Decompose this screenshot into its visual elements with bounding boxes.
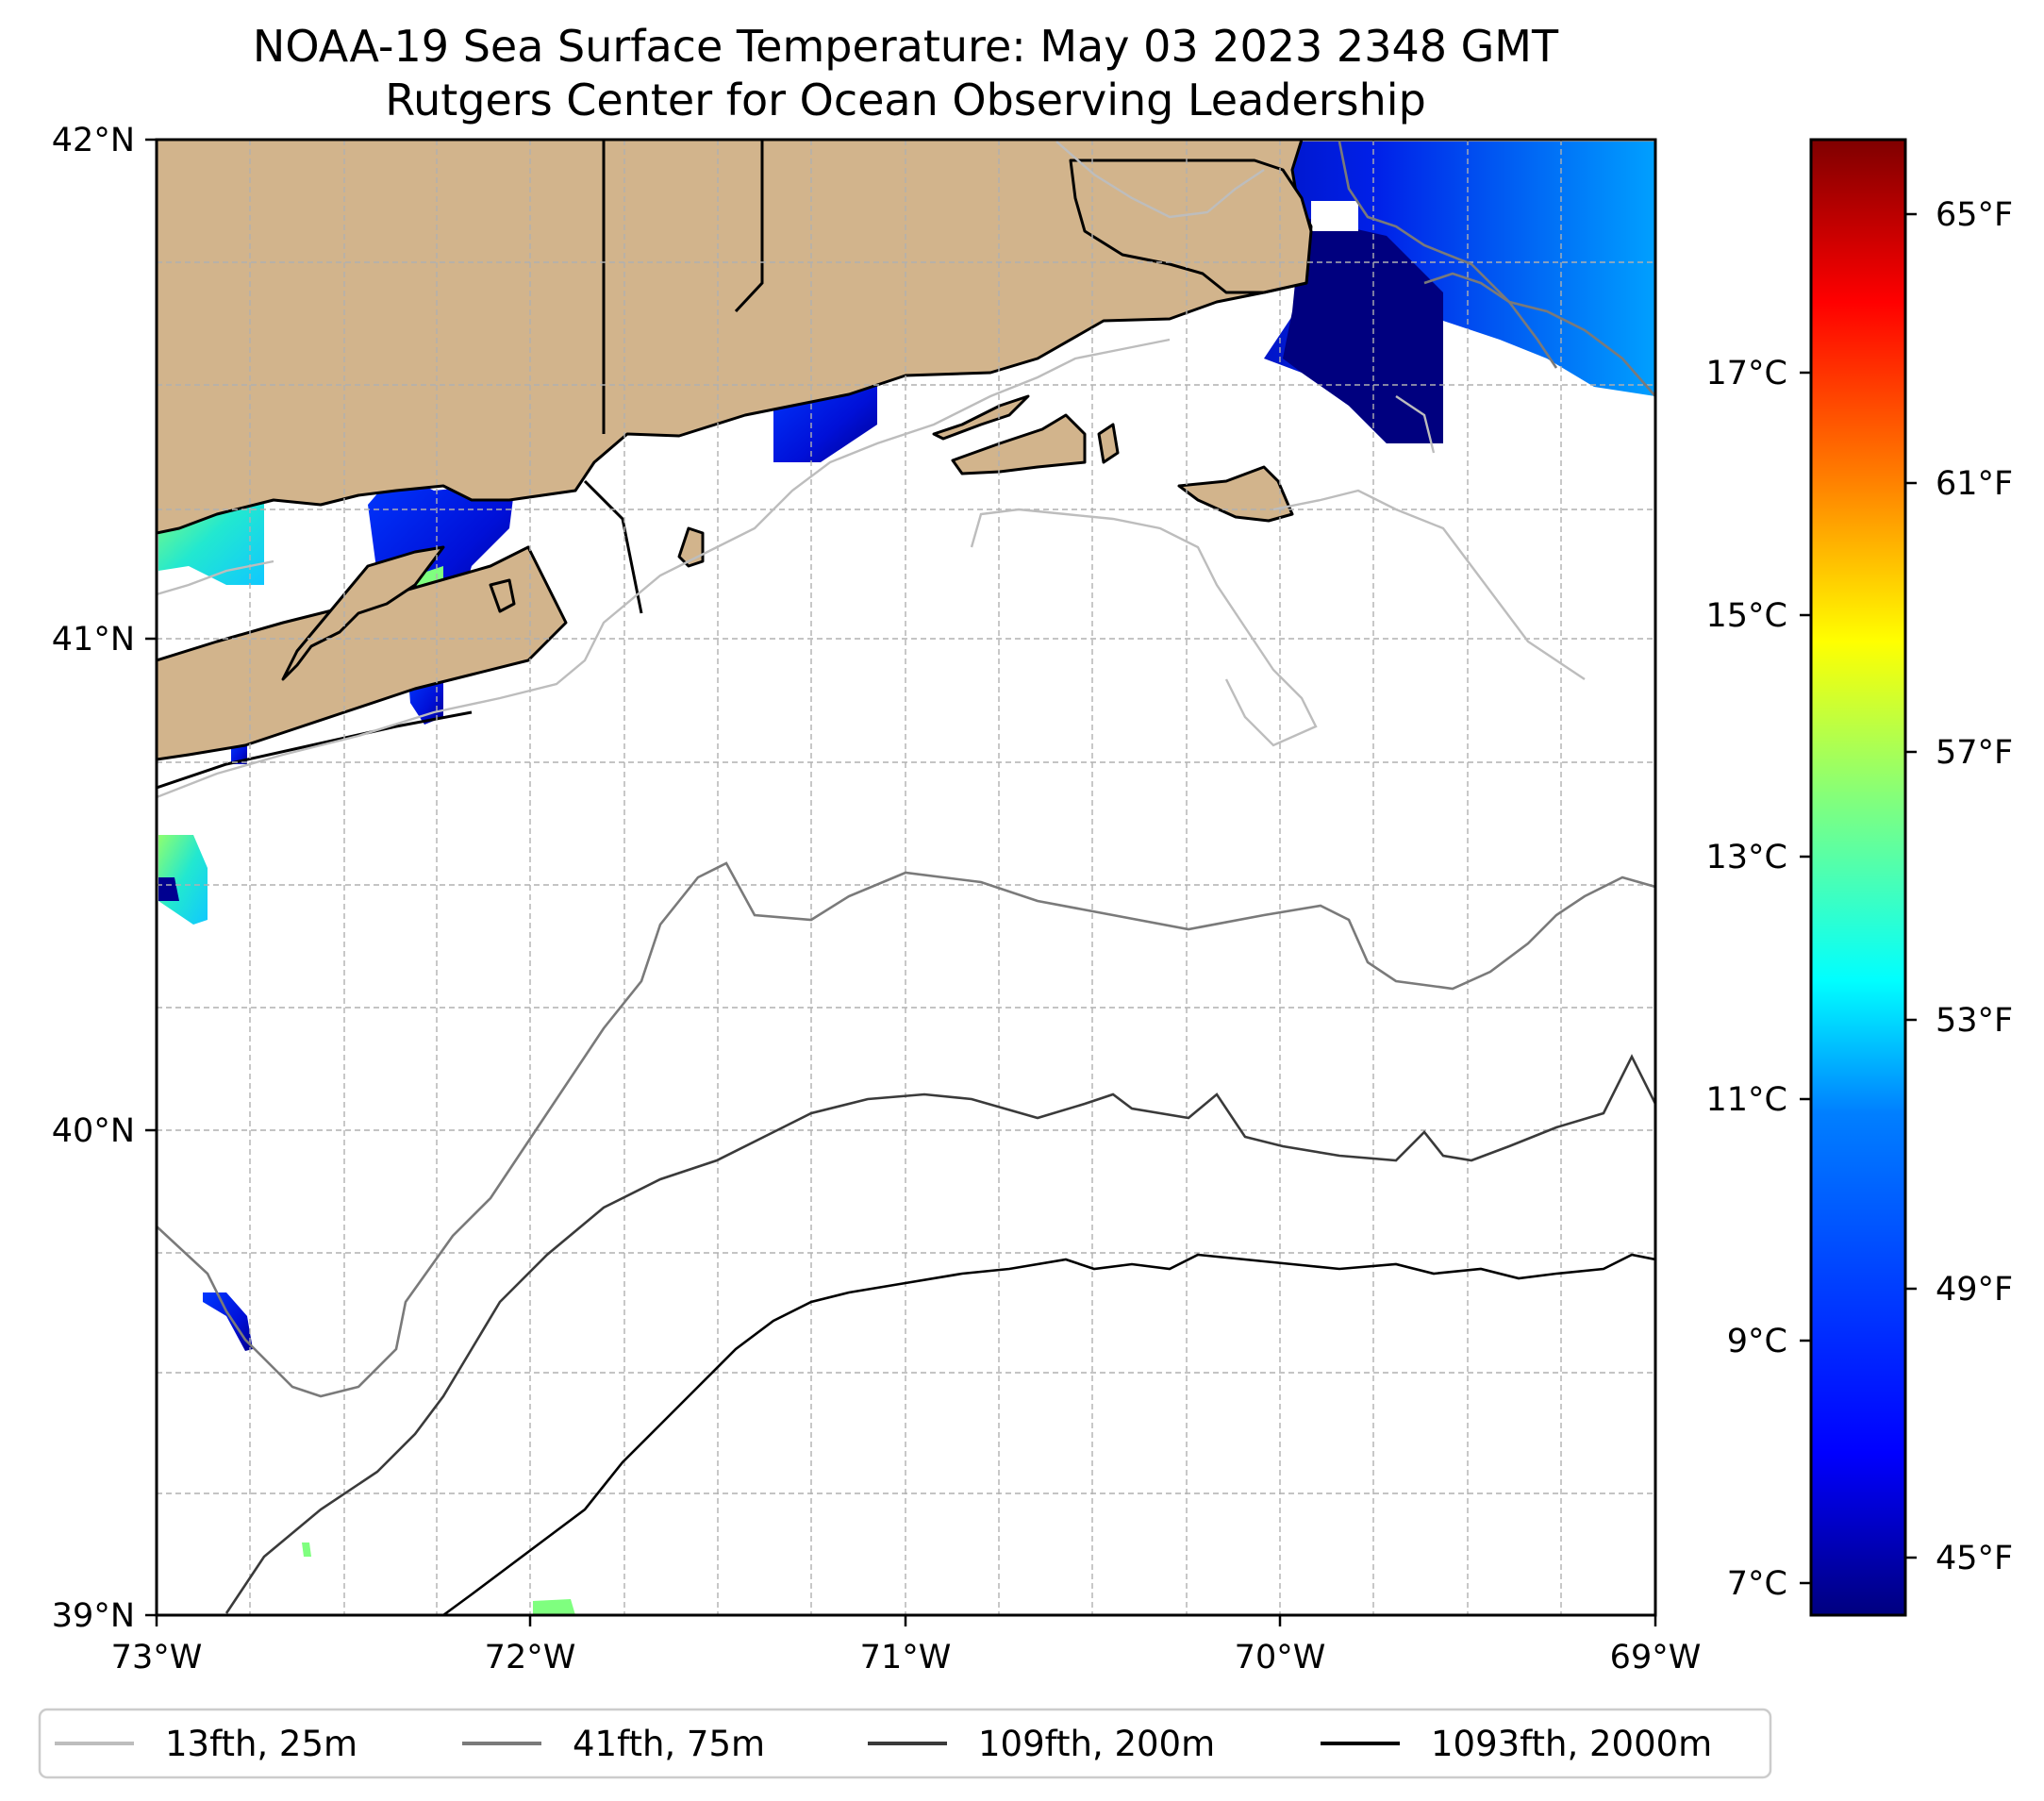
colorbar-fahrenheit-label: 65°F [1936,196,2013,234]
legend-label-75m: 41fth, 75m [573,1724,765,1764]
lat-label: 41°N [52,621,135,659]
colorbar-fahrenheit-label: 45°F [1936,1540,2013,1577]
colorbar-fahrenheit-label: 57°F [1936,734,2013,772]
lon-label: 70°W [1235,1639,1326,1676]
lon-label: 72°W [485,1639,576,1676]
colorbar-fahrenheit-label: 61°F [1936,465,2013,503]
isobath-200m [224,1054,1655,1614]
colorbar-fahrenheit-label: 49°F [1936,1271,2013,1309]
legend-label-25m: 13fth, 25m [165,1724,357,1764]
title-line-1: NOAA-19 Sea Surface Temperature: May 03 … [253,21,1559,72]
latitude-labels: 42°N 41°N 40°N 39°N [52,122,135,1635]
colorbar-celsius-label: 9°C [1727,1323,1787,1360]
isobath-legend: 13fth, 25m 41fth, 75m 109fth, 200m 1093f… [38,1708,1772,1779]
map-area [157,140,1655,1615]
title-line-2: Rutgers Center for Ocean Observing Leade… [385,75,1426,125]
gridlines [157,140,1655,1615]
colorbar-gradient [1809,138,1907,1617]
lat-label: 39°N [52,1597,135,1635]
lon-label: 71°W [860,1639,952,1676]
lat-label: 42°N [52,122,135,159]
lon-label: 73°W [111,1639,203,1676]
isobath-75m [157,141,1655,1398]
colorbar-celsius-label: 7°C [1727,1565,1787,1603]
colorbar-celsius-label: 17°C [1706,355,1787,392]
land-masses [157,140,1313,761]
colorbar-fahrenheit-label: 53°F [1936,1002,2013,1040]
colorbar-celsius-label: 13°C [1706,839,1787,876]
isobath-2000m [442,1253,1655,1615]
colorbar: 17°C 15°C 13°C 11°C 9°C 7°C 65°F 61°F 57… [1706,138,2013,1617]
lat-label: 40°N [52,1112,135,1150]
lon-label: 69°W [1610,1639,1702,1676]
colorbar-celsius-label: 11°C [1706,1081,1787,1119]
isobath-25m [157,141,1586,799]
colorbar-celsius-label: 15°C [1706,597,1787,635]
legend-label-200m: 109fth, 200m [978,1724,1215,1764]
longitude-labels: 73°W 72°W 71°W 70°W 69°W [111,1639,1702,1676]
legend-label-2000m: 1093fth, 2000m [1431,1724,1712,1764]
axis-ticks [145,138,1657,1626]
